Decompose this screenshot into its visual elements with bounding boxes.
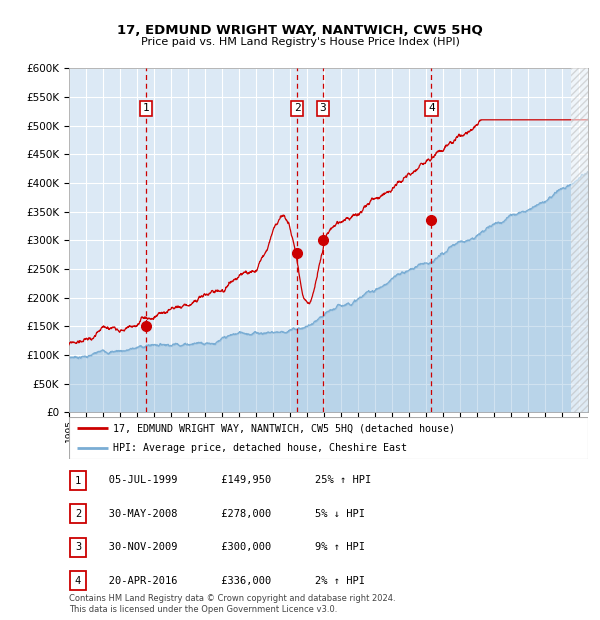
Text: HPI: Average price, detached house, Cheshire East: HPI: Average price, detached house, Ches…	[113, 443, 407, 453]
FancyBboxPatch shape	[70, 538, 86, 557]
Bar	[571, 68, 588, 412]
Text: 4: 4	[428, 104, 435, 113]
Text: 3: 3	[75, 542, 81, 552]
Text: 30-NOV-2009       £300,000       9% ↑ HPI: 30-NOV-2009 £300,000 9% ↑ HPI	[90, 542, 365, 552]
FancyBboxPatch shape	[70, 572, 86, 590]
Text: 2: 2	[294, 104, 301, 113]
Text: 17, EDMUND WRIGHT WAY, NANTWICH, CW5 5HQ (detached house): 17, EDMUND WRIGHT WAY, NANTWICH, CW5 5HQ…	[113, 423, 455, 433]
Text: 3: 3	[319, 104, 326, 113]
FancyBboxPatch shape	[69, 417, 588, 459]
Text: 30-MAY-2008       £278,000       5% ↓ HPI: 30-MAY-2008 £278,000 5% ↓ HPI	[90, 509, 365, 519]
Text: 2: 2	[75, 509, 81, 519]
Text: 1: 1	[143, 104, 149, 113]
Text: Contains HM Land Registry data © Crown copyright and database right 2024.
This d: Contains HM Land Registry data © Crown c…	[69, 595, 395, 614]
FancyBboxPatch shape	[70, 505, 86, 523]
Text: 05-JUL-1999       £149,950       25% ↑ HPI: 05-JUL-1999 £149,950 25% ↑ HPI	[90, 476, 371, 485]
Text: Price paid vs. HM Land Registry's House Price Index (HPI): Price paid vs. HM Land Registry's House …	[140, 37, 460, 47]
Text: 20-APR-2016       £336,000       2% ↑ HPI: 20-APR-2016 £336,000 2% ↑ HPI	[90, 576, 365, 586]
Text: 4: 4	[75, 576, 81, 586]
FancyBboxPatch shape	[70, 471, 86, 490]
Text: 1: 1	[75, 476, 81, 485]
Text: 17, EDMUND WRIGHT WAY, NANTWICH, CW5 5HQ: 17, EDMUND WRIGHT WAY, NANTWICH, CW5 5HQ	[117, 24, 483, 37]
